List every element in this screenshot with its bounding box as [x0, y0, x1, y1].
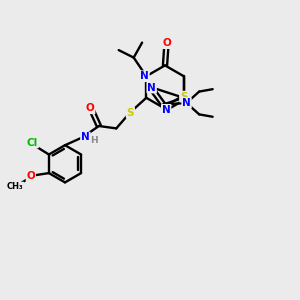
Text: N: N: [147, 82, 156, 93]
Text: Cl: Cl: [27, 137, 38, 148]
Text: N: N: [81, 132, 90, 142]
Text: O: O: [86, 103, 94, 113]
Text: CH₃: CH₃: [7, 182, 24, 191]
Text: N: N: [162, 105, 171, 115]
Text: N: N: [140, 71, 149, 81]
Text: O: O: [162, 38, 171, 48]
Text: S: S: [180, 92, 188, 102]
Text: N: N: [182, 98, 191, 108]
Text: O: O: [26, 171, 35, 181]
Text: H: H: [90, 136, 98, 145]
Text: S: S: [127, 108, 134, 118]
